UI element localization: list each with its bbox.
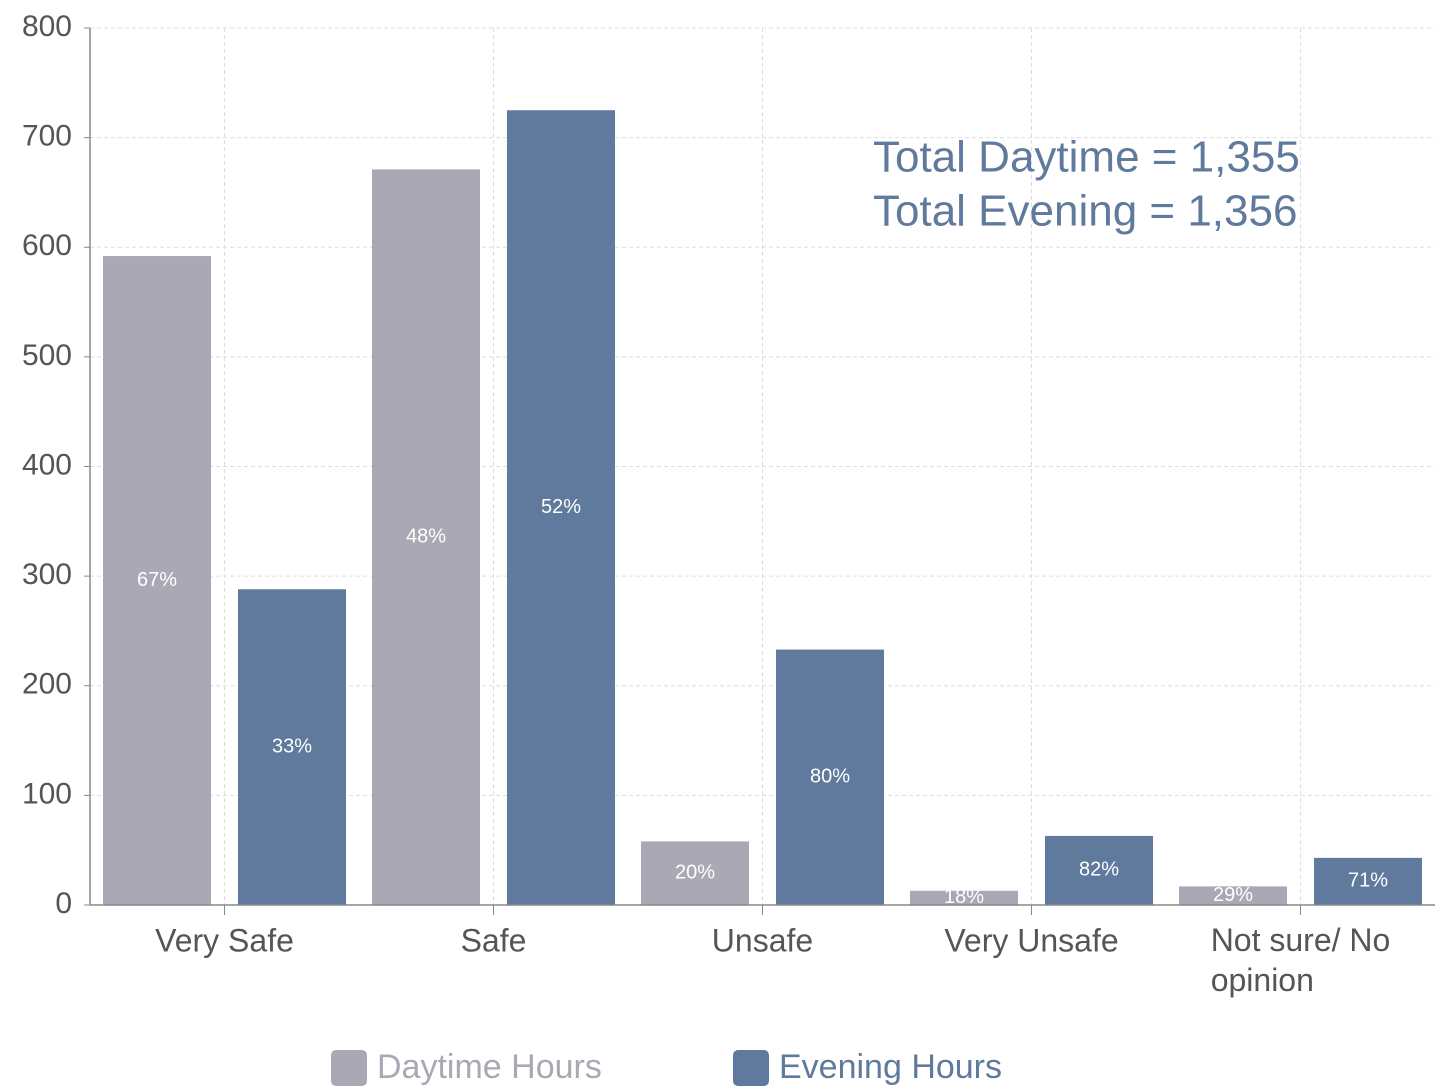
- bar-label: 67%: [137, 569, 177, 591]
- y-tick-label: 800: [22, 10, 72, 43]
- y-tick-label: 100: [22, 777, 72, 810]
- y-tick-label: 300: [22, 558, 72, 591]
- x-tick-label: Not sure/ No opinion: [1211, 922, 1391, 998]
- x-tick-label: Safe: [461, 922, 527, 958]
- y-tick-label: 200: [22, 668, 72, 701]
- legend-label: Evening Hours: [779, 1048, 1002, 1086]
- bar: [372, 169, 480, 905]
- y-tick-label: 500: [22, 339, 72, 372]
- x-tick-label: Very Unsafe: [944, 922, 1118, 958]
- bar: [776, 649, 884, 905]
- y-tick-label: 400: [22, 448, 72, 481]
- x-tick-label: Very Safe: [155, 922, 294, 958]
- bar: [910, 890, 1018, 905]
- bar: [238, 589, 346, 905]
- bar: [507, 110, 615, 905]
- bar-label: 48%: [406, 525, 446, 547]
- y-tick-label: 600: [22, 229, 72, 262]
- x-tick-label: Unsafe: [712, 922, 813, 958]
- legend-swatch: [331, 1050, 367, 1086]
- legend-swatch: [733, 1050, 769, 1086]
- bar: [1179, 886, 1287, 905]
- annotation: Total Daytime = 1,355: [873, 133, 1300, 182]
- bar-label: 33%: [272, 735, 312, 757]
- bar-label: 80%: [810, 766, 850, 788]
- bar-label: 18%: [944, 886, 984, 908]
- y-tick-label: 0: [55, 887, 72, 920]
- bar-label: 82%: [1079, 859, 1119, 881]
- bar: [1314, 857, 1422, 905]
- legend-label: Daytime Hours: [377, 1048, 602, 1086]
- bar: [1045, 835, 1153, 905]
- bar-label: 29%: [1213, 884, 1253, 906]
- bar: [641, 841, 749, 905]
- bar-label: 52%: [541, 496, 581, 518]
- bar-label: 71%: [1348, 870, 1388, 892]
- bar-label: 20%: [675, 861, 715, 883]
- bar: [103, 256, 211, 905]
- annotation: Total Evening = 1,356: [873, 187, 1297, 236]
- y-tick-label: 700: [22, 120, 72, 153]
